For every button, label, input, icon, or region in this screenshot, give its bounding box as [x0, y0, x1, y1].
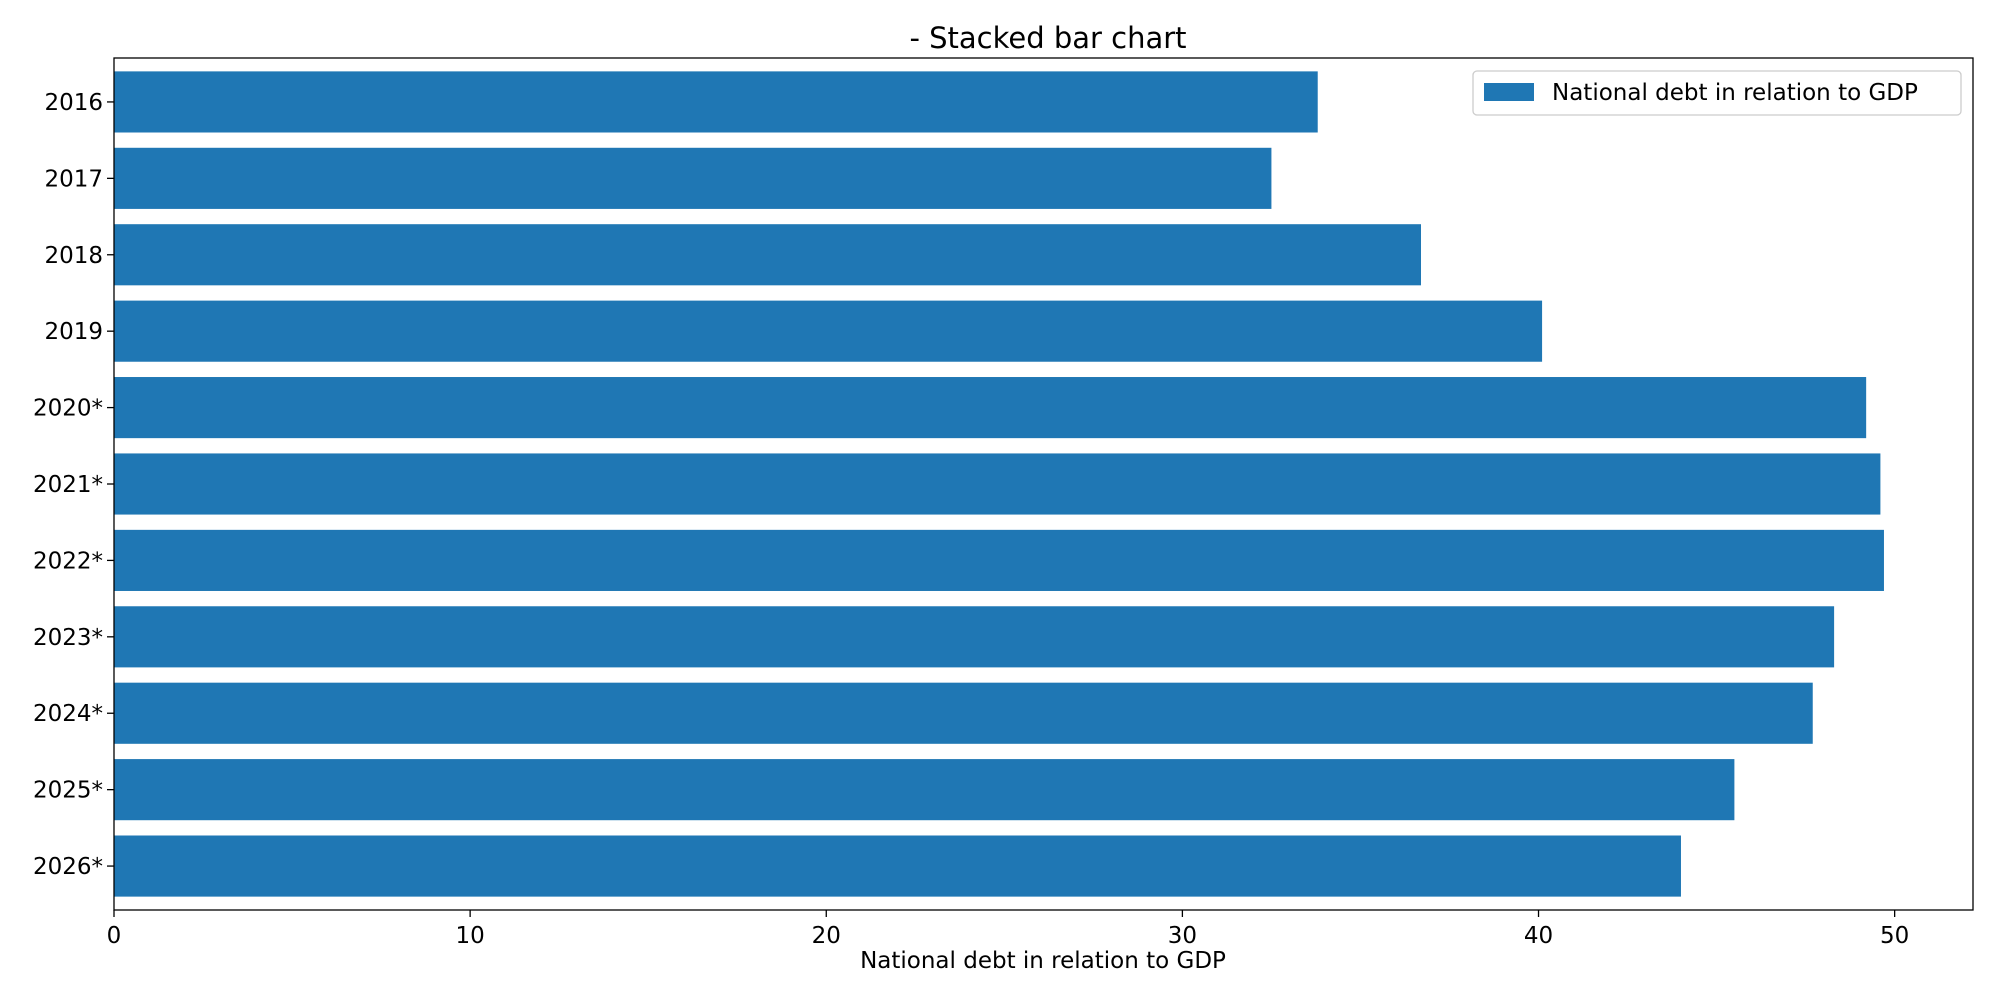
y-tick-label: 2026* [33, 854, 103, 880]
legend: National debt in relation to GDP [1472, 70, 1962, 116]
x-axis-ticks: 0 10 20 30 40 50 [107, 910, 1909, 949]
chart-title: - Stacked bar chart [909, 21, 1186, 55]
bar-2024-estimate [114, 682, 1813, 744]
y-tick-label: 2022* [33, 548, 103, 574]
y-tick-label: 2021* [33, 472, 103, 498]
bar-2022-estimate [114, 529, 1884, 591]
bar-2025-estimate [114, 759, 1735, 821]
x-tick-label: 10 [455, 923, 484, 949]
y-tick-label: 2025* [33, 778, 103, 804]
y-tick-label: 2017 [44, 166, 103, 192]
x-axis-label: National debt in relation to GDP [860, 948, 1226, 974]
bar-2018 [114, 224, 1421, 286]
y-tick-label: 2019 [44, 319, 103, 345]
x-tick-label: 30 [1168, 923, 1197, 949]
bars-group [114, 71, 1884, 897]
y-axis-ticks: 2016 2017 2018 2019 2020* 2021* 2022* 2023* 2024… [33, 90, 114, 880]
bar-2021-estimate [114, 453, 1881, 515]
y-tick-label: 2023* [33, 625, 103, 651]
y-tick-label: 2020* [33, 396, 103, 422]
bar-2023-estimate [114, 606, 1835, 668]
x-tick-label: 40 [1524, 923, 1553, 949]
legend-swatch [1484, 83, 1534, 101]
legend-box [1472, 70, 1962, 116]
y-tick-label: 2016 [44, 90, 103, 116]
legend-label: National debt in relation to GDP [1552, 80, 1918, 106]
x-tick-label: 20 [812, 923, 841, 949]
x-tick-label: 50 [1880, 923, 1909, 949]
bar-2017 [114, 147, 1272, 209]
plot-frame [113, 57, 1974, 911]
x-tick-label: 0 [107, 923, 122, 949]
y-tick-label: 2018 [44, 243, 103, 269]
bar-2016 [114, 71, 1318, 133]
bar-2026-estimate [114, 835, 1681, 897]
bar-2019 [114, 300, 1543, 362]
bar-2020-estimate [114, 377, 1867, 439]
y-tick-label: 2024* [33, 701, 103, 727]
